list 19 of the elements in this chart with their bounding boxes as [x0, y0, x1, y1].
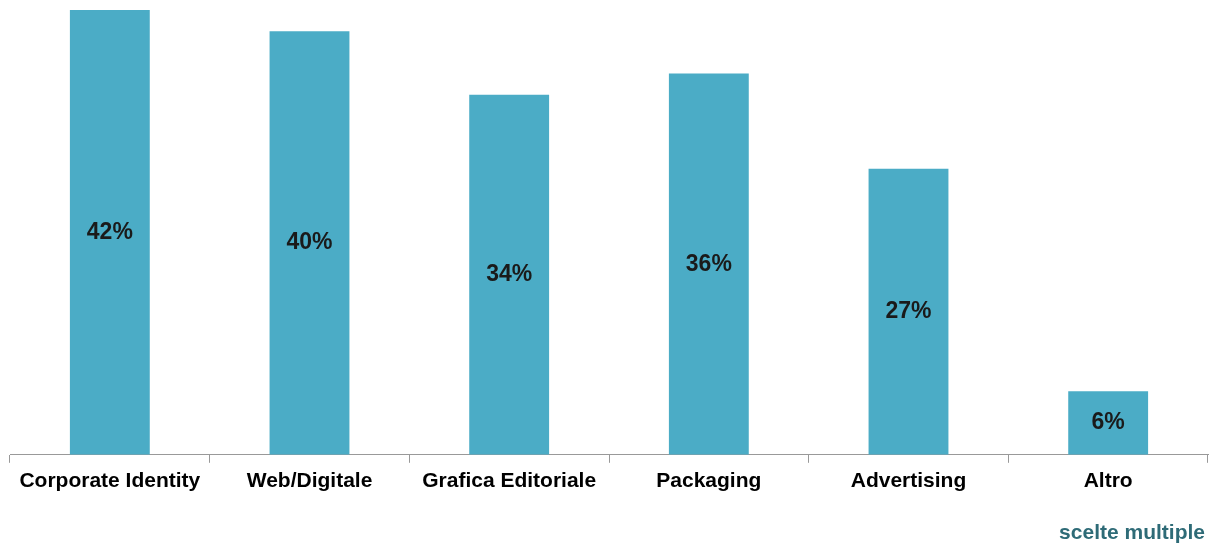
x-tick-label: Packaging [656, 468, 762, 492]
bar [469, 94, 550, 455]
x-tick-label: Corporate Identity [19, 468, 201, 492]
data-label: 36% [685, 249, 732, 276]
bar [668, 73, 749, 455]
x-tick-label: Altro [1083, 468, 1133, 492]
data-label: 40% [286, 228, 333, 255]
bar [868, 168, 949, 455]
data-label: 6% [1091, 408, 1125, 435]
x-tick-label: Grafica Editoriale [422, 468, 597, 492]
text: scelte multiple [1059, 520, 1205, 544]
bar [1068, 391, 1149, 455]
x-tick-label: Web/Digitale [246, 468, 373, 492]
bar [69, 10, 150, 455]
bar [269, 31, 350, 455]
data-label: 34% [486, 260, 533, 287]
data-label: 42% [86, 217, 133, 244]
x-tick-label: Advertising [850, 468, 967, 492]
data-label: 27% [885, 297, 932, 324]
